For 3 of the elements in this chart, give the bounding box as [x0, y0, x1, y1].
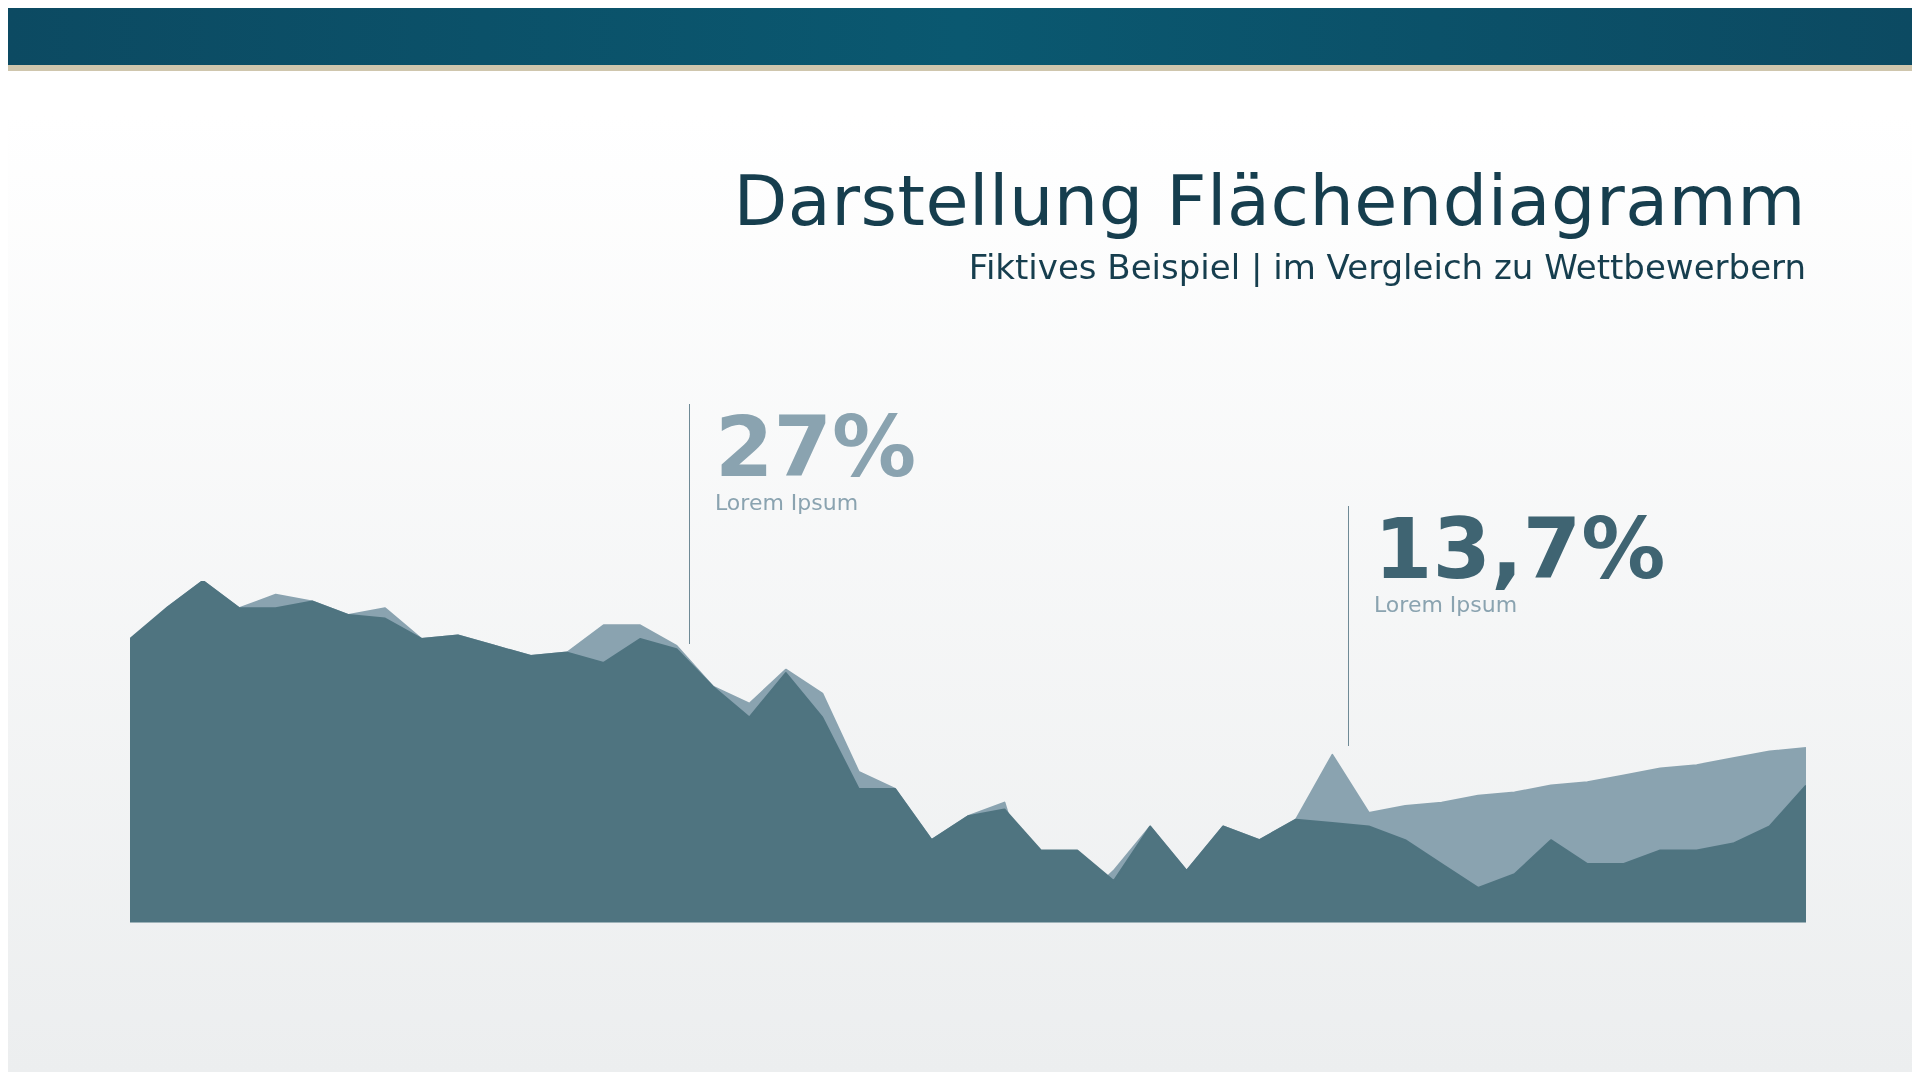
chart-title: Darstellung Flächendiagramm: [733, 159, 1806, 244]
chart-subtitle: Fiktives Beispiel | im Vergleich zu Wettbewerbern: [967, 246, 1806, 289]
text: Lorem Ipsum: [715, 490, 859, 515]
